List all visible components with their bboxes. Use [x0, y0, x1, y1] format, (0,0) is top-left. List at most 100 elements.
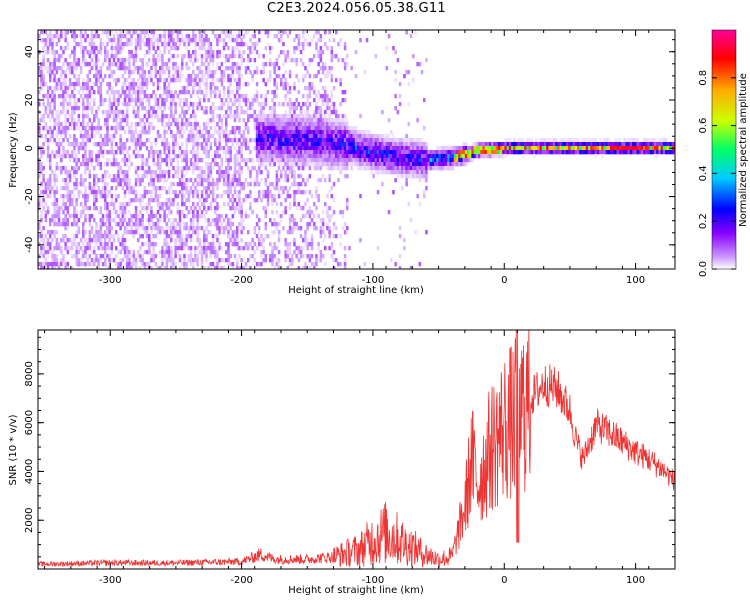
heatmap-cell — [192, 110, 195, 115]
heatmap-cell — [229, 106, 232, 111]
heatmap-cell — [170, 122, 173, 127]
heatmap-cell — [66, 90, 70, 95]
heatmap-cell — [357, 130, 360, 135]
heatmap-cell — [123, 194, 127, 199]
heatmap-cell — [482, 142, 485, 147]
heatmap-cell — [163, 46, 166, 51]
heatmap-cell — [258, 138, 261, 143]
heatmap-cell — [154, 254, 158, 259]
heatmap-cell — [225, 214, 228, 219]
heatmap-cell — [227, 106, 230, 111]
heatmap-cell — [225, 150, 228, 155]
heatmap-cell — [449, 166, 452, 171]
heatmap-cell — [134, 38, 138, 43]
heatmap-cell — [409, 162, 413, 167]
heatmap-cell — [121, 222, 125, 227]
heatmap-cell — [137, 174, 140, 179]
heatmap-cell — [339, 242, 342, 247]
heatmap-cell — [161, 258, 164, 263]
heatmap-cell — [266, 198, 270, 203]
heatmap-cell — [75, 186, 78, 191]
heatmap-cell — [181, 134, 184, 139]
heatmap-cell — [302, 238, 305, 243]
heatmap-cell — [119, 62, 122, 67]
heatmap-cell — [227, 262, 230, 267]
heatmap-cell — [178, 242, 182, 247]
heatmap-cell — [315, 154, 318, 159]
heatmap-cell — [84, 154, 87, 159]
heatmap-cell — [189, 122, 193, 127]
heatmap-cell — [181, 170, 184, 175]
heatmap-cell — [99, 82, 103, 87]
heatmap-cell — [299, 142, 303, 147]
heatmap-cell — [196, 58, 199, 63]
heatmap-cell — [181, 118, 184, 123]
heatmap-cell — [106, 202, 109, 207]
heatmap-cell — [227, 218, 230, 223]
heatmap-cell — [86, 90, 89, 95]
heatmap-cell — [115, 50, 118, 55]
heatmap-cell — [350, 134, 353, 139]
heatmap-cell — [293, 126, 296, 131]
heatmap-cell — [299, 154, 303, 159]
heatmap-cell — [286, 250, 290, 255]
heatmap-cell — [343, 130, 347, 135]
heatmap-cell — [66, 30, 70, 35]
heatmap-cell — [119, 30, 122, 35]
heatmap-cell — [385, 138, 389, 143]
heatmap-cell — [104, 50, 107, 55]
heatmap-cell — [88, 102, 92, 107]
heatmap-cell — [156, 102, 160, 107]
heatmap-cell — [238, 146, 241, 151]
heatmap-cell — [203, 150, 206, 155]
heatmap-cell — [53, 86, 56, 91]
heatmap-cell — [139, 94, 142, 99]
heatmap-cell — [123, 218, 127, 223]
heatmap-cell — [346, 62, 349, 67]
heatmap-cell — [357, 142, 360, 147]
heatmap-cell — [150, 150, 153, 155]
heatmap-cell — [88, 214, 92, 219]
heatmap-cell — [82, 34, 85, 39]
heatmap-cell — [93, 98, 96, 103]
heatmap-cell — [427, 162, 430, 167]
heatmap-cell — [264, 102, 268, 107]
heatmap-cell — [134, 54, 138, 59]
heatmap-cell — [163, 238, 166, 243]
heatmap-cell — [231, 194, 235, 199]
heatmap-cell — [82, 142, 85, 147]
heatmap-cell — [112, 46, 116, 51]
heatmap-cell — [227, 170, 230, 175]
heatmap-cell — [99, 70, 103, 75]
heatmap-cell — [200, 262, 204, 267]
heatmap-cell — [379, 158, 382, 163]
heatmap-cell — [260, 110, 263, 115]
heatmap-cell — [99, 190, 103, 195]
heatmap-cell — [51, 134, 54, 139]
heatmap-cell — [423, 158, 426, 163]
heatmap-cell — [172, 198, 175, 203]
heatmap-cell — [185, 266, 188, 269]
heatmap-cell — [302, 166, 305, 171]
heatmap-cell — [284, 186, 287, 191]
heatmap-cell — [297, 158, 301, 163]
heatmap-cell — [66, 170, 70, 175]
heatmap-cell — [352, 138, 356, 143]
heatmap-cell — [126, 202, 129, 207]
heatmap-cell — [123, 174, 127, 179]
heatmap-cell — [280, 174, 283, 179]
heatmap-cell — [231, 234, 235, 239]
heatmap-cell — [152, 186, 155, 191]
heatmap-cell — [282, 102, 285, 107]
heatmap-cell — [405, 138, 408, 143]
heatmap-cell — [332, 198, 336, 203]
heatmap-cell — [60, 134, 63, 139]
heatmap-cell — [308, 222, 312, 227]
heatmap-cell — [141, 226, 144, 231]
heatmap-cell — [40, 250, 43, 255]
heatmap-cell — [264, 150, 268, 155]
heatmap-cell — [181, 98, 184, 103]
heatmap-cell — [88, 86, 92, 91]
heatmap-cell — [262, 150, 265, 155]
heatmap-cell — [101, 254, 105, 259]
